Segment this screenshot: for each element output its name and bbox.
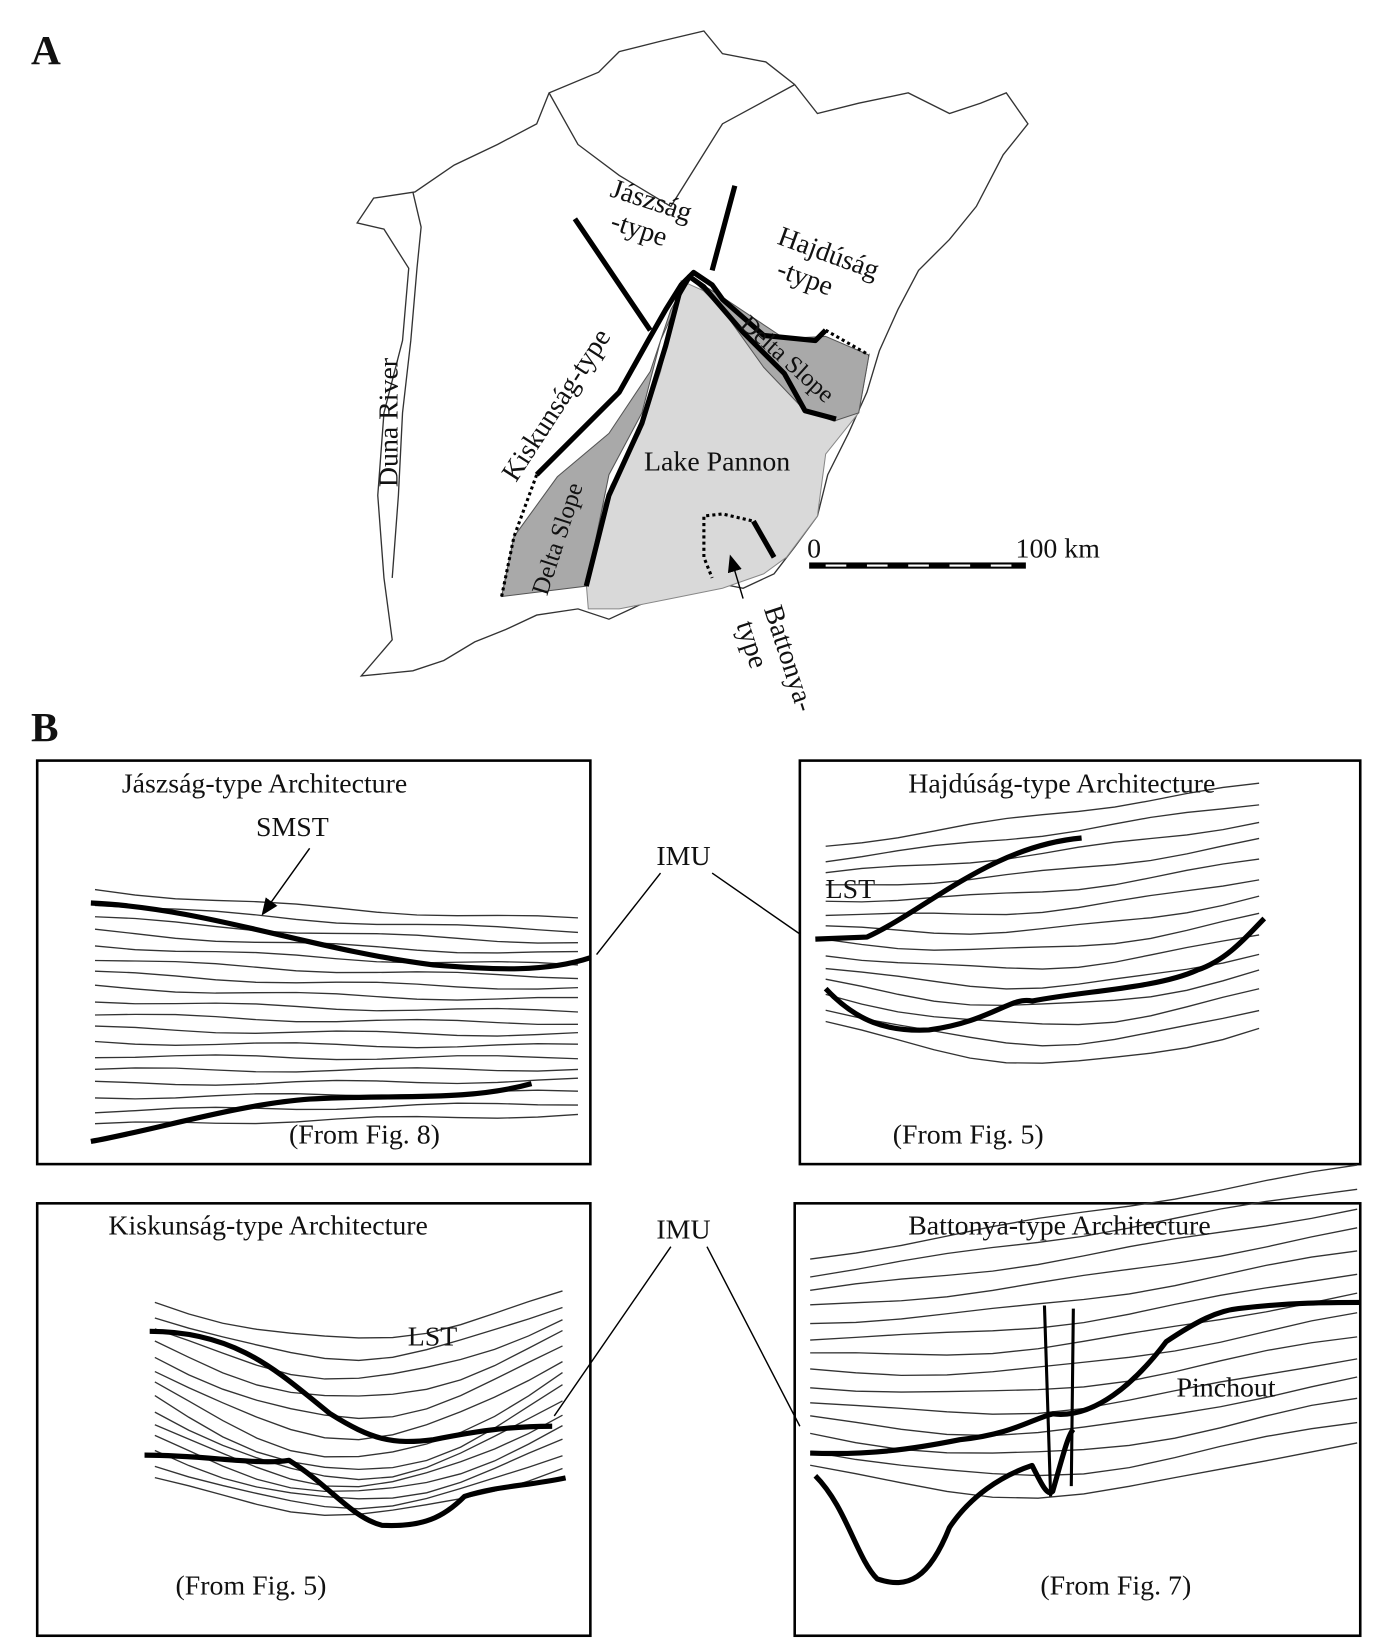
seismic-reflector xyxy=(94,1001,579,1013)
fault xyxy=(1042,1305,1075,1497)
seismic-reflector xyxy=(94,1077,579,1086)
surface xyxy=(810,1299,1361,1586)
seismic-reflector xyxy=(810,1442,1358,1499)
panel-title: Jászság-type Architecture xyxy=(122,769,407,800)
seismic-reflector xyxy=(825,934,1260,970)
seismic-reflector xyxy=(154,1319,563,1380)
seismic-reflector xyxy=(94,984,578,1001)
map-label: Duna River xyxy=(373,357,404,487)
seismic-reflector xyxy=(94,1054,579,1061)
seismic-reflector xyxy=(810,1250,1358,1325)
panel-label: B xyxy=(31,704,59,750)
seismic-reflector xyxy=(154,1455,563,1510)
seismic-reflector xyxy=(825,895,1260,935)
seismic-reflector xyxy=(825,953,1260,990)
panel-title: Battonya-type Architecture xyxy=(908,1210,1210,1241)
seismic-reflector xyxy=(825,821,1260,874)
surface xyxy=(90,900,592,1144)
surface xyxy=(815,835,1267,1033)
seismic-reflector xyxy=(94,1067,579,1073)
label: SMST xyxy=(256,812,329,843)
seismic-reflector xyxy=(825,988,1260,1026)
seismic-reflector xyxy=(94,970,579,990)
seismic-reflector xyxy=(810,1273,1358,1341)
seismic-reflector xyxy=(810,1397,1358,1454)
arrow xyxy=(263,847,801,1427)
seismic-reflector xyxy=(825,782,1260,847)
source: (From Fig. 5) xyxy=(175,1570,326,1601)
imu-label: IMU xyxy=(656,841,710,872)
seismic-reflector xyxy=(825,804,1260,863)
seismic-reflector xyxy=(825,858,1260,903)
arrow xyxy=(727,554,744,599)
seismic-reflector xyxy=(154,1438,563,1500)
imu-label: IMU xyxy=(656,1214,710,1245)
seismic-reflector xyxy=(825,912,1260,951)
seismic-reflector xyxy=(810,1336,1358,1393)
surface xyxy=(144,1328,567,1529)
seismic-reflector xyxy=(825,879,1260,917)
dotted-line xyxy=(500,328,870,597)
seismic-reflector xyxy=(825,1009,1260,1047)
seismic-reflector xyxy=(94,888,579,919)
source: (From Fig. 7) xyxy=(1040,1570,1191,1601)
label: Pinchout xyxy=(1177,1372,1276,1403)
seismic-reflector xyxy=(94,916,578,944)
boundary xyxy=(572,185,777,559)
seismic-reflector xyxy=(810,1312,1358,1377)
seismic-reflector xyxy=(154,1345,563,1420)
seismic-reflector xyxy=(154,1414,563,1488)
panel-box xyxy=(35,1202,592,1638)
seismic-reflector xyxy=(154,1306,563,1362)
seismic-reflector xyxy=(810,1208,1358,1291)
seismic-reflector xyxy=(154,1361,563,1441)
panel-box xyxy=(35,759,592,1166)
river xyxy=(391,191,422,578)
seismic-reflector xyxy=(810,1292,1358,1356)
seismic-reflector xyxy=(810,1164,1358,1260)
source: (From Fig. 8) xyxy=(289,1119,440,1150)
seismic-reflector xyxy=(94,1013,578,1026)
seismic-reflector xyxy=(94,959,579,980)
shelf-edge xyxy=(534,269,828,477)
panel-box xyxy=(798,759,1362,1166)
border xyxy=(548,84,796,208)
source: (From Fig. 5) xyxy=(893,1119,1044,1150)
panel-title: Kiskunság-type Architecture xyxy=(108,1210,428,1241)
seismic-reflector xyxy=(825,837,1260,886)
label: LST xyxy=(408,1322,458,1353)
seismic-reflector xyxy=(94,1102,578,1114)
scale-end: 100 km xyxy=(1016,533,1101,564)
scale-start: 0 xyxy=(807,533,821,564)
seismic-reflector xyxy=(154,1372,563,1458)
seismic-reflector xyxy=(825,969,1260,1007)
seismic-lines xyxy=(94,782,1358,1516)
seismic-reflector xyxy=(810,1188,1358,1278)
seismic-reflector xyxy=(810,1421,1358,1477)
panel-title: Hajdúság-type Architecture xyxy=(908,769,1215,800)
scale-bar xyxy=(809,562,1026,569)
panel-label: A xyxy=(31,27,61,73)
seismic-reflector xyxy=(825,1020,1260,1064)
seismic-reflector xyxy=(94,1025,579,1037)
seismic-reflector xyxy=(810,1376,1358,1437)
seismic-reflector xyxy=(94,928,578,954)
label: LST xyxy=(826,874,876,905)
seismic-reflector xyxy=(154,1290,563,1339)
seismic-reflector xyxy=(810,1227,1358,1306)
seismic-reflector xyxy=(154,1425,563,1493)
seismic-reflector xyxy=(94,945,579,966)
panel-box xyxy=(793,1202,1362,1638)
map-label: Lake Pannon xyxy=(644,447,790,478)
seismic-reflector xyxy=(94,1040,578,1049)
seismic-reflector xyxy=(154,1329,563,1397)
seismic-reflector xyxy=(94,904,579,934)
seismic-reflector xyxy=(154,1400,563,1481)
